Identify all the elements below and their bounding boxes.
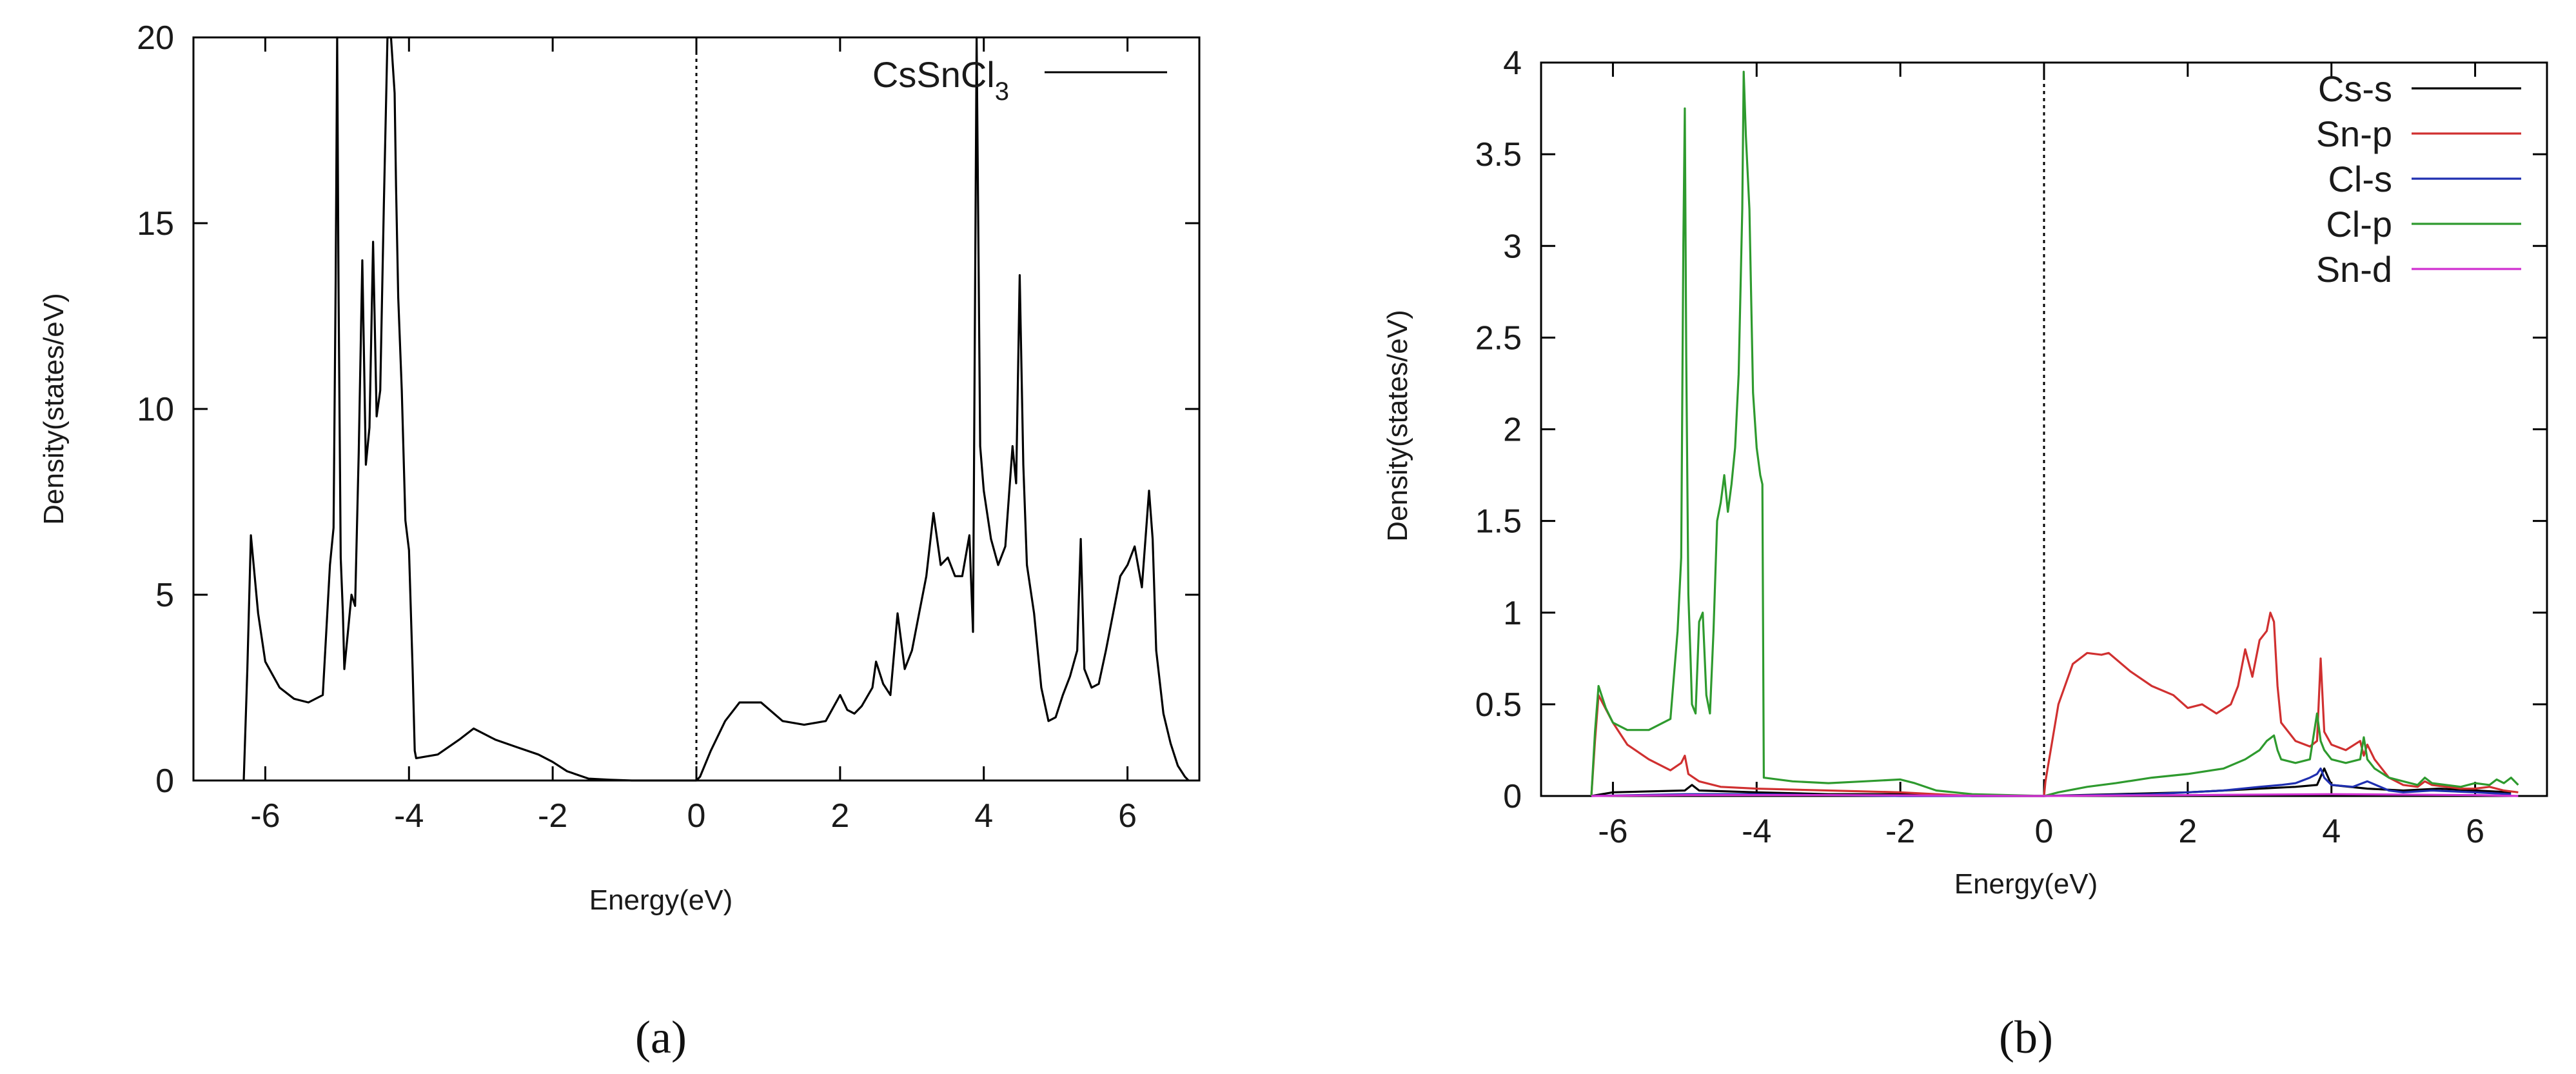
panel-a-x-tick-label: -6 [250, 797, 280, 835]
panel-b-x-tick-label: -6 [1598, 813, 1627, 850]
panel-a-x-axis-label: Energy(eV) [589, 884, 733, 916]
panel-b-y-tick-label: 1 [1503, 595, 1522, 632]
panel-b-legend-label-cl-p: Cl-p [2326, 204, 2392, 244]
panel-a-x-tick-label: 4 [974, 797, 993, 835]
panel-b-x-tick-label: 2 [2178, 813, 2197, 850]
panel-a-ticks [193, 36, 1199, 782]
panel-b-series-cs-s [1591, 767, 2512, 797]
panel-b-y-tick-label: 2 [1503, 412, 1522, 449]
panel-b-series-cl-p [1590, 70, 2519, 797]
panel-b-x-tick-label: -2 [1885, 813, 1915, 850]
panel-b-series [1590, 70, 2519, 797]
panel-a-legend: CsSnCl3 [872, 54, 1167, 106]
panel-b-legend-label-sn-d: Sn-d [2316, 249, 2392, 290]
panel-a-y-tick-label: 15 [137, 205, 174, 243]
panel-b-y-tick-label: 3 [1503, 228, 1522, 265]
panel-a-legend-subscript: 3 [995, 77, 1009, 106]
panel-b-caption: (b) [1999, 1011, 2053, 1063]
panel-b-y-tick-label: 2.5 [1475, 319, 1522, 357]
panel-a-legend-label: CsSnCl3 [872, 54, 1009, 106]
panel-a-x-tick-label: 2 [831, 797, 849, 835]
panel-a-tick-labels: -6 -4 -2 0 2 4 6 0 5 10 15 20 [137, 19, 1137, 835]
panel-b-x-tick-label: 4 [2322, 813, 2341, 850]
panel-b-y-tick-label: 4 [1503, 45, 1522, 82]
panel-b-x-tick-label: -4 [1742, 813, 1771, 850]
panel-a-legend-main: CsSnCl [872, 54, 995, 95]
panel-a-y-tick-label: 20 [137, 19, 174, 57]
panel-a-y-tick-label: 5 [155, 577, 174, 614]
panel-a-series [242, 36, 1190, 782]
panel-a-y-axis-label: Density(states/eV) [38, 293, 70, 524]
panel-b-legend-label-cs-s: Cs-s [2318, 68, 2392, 109]
panel-a-chart: -6 -4 -2 0 2 4 6 0 5 10 15 20 Energy(eV) Density(st… [38, 19, 1201, 1063]
panel-b-y-tick-label: 0 [1503, 778, 1522, 815]
panel-b-legend-label-cl-s: Cl-s [2328, 159, 2392, 199]
panel-b-series-sn-d [1591, 793, 2519, 797]
panel-a-series-cssncl3 [242, 36, 1190, 782]
panel-a-caption: (a) [635, 1011, 687, 1063]
panel-b-x-axis-label: Energy(eV) [1954, 868, 2098, 900]
panel-a-x-tick-label: 0 [687, 797, 706, 835]
panel-b-chart: -6 -4 -2 0 2 4 6 0 0.5 1 1.5 2 2.5 3 3.5 4 Energy(eV) D… [1382, 45, 2548, 1063]
panel-a-y-tick-label: 10 [137, 391, 174, 428]
panel-b-series-sn-p [1590, 612, 2519, 797]
panel-b-legend-label-sn-p: Sn-p [2316, 114, 2392, 154]
panel-b-y-tick-label: 1.5 [1475, 503, 1522, 541]
panel-a-x-tick-label: -2 [538, 797, 567, 835]
panel-a-x-tick-label: -4 [394, 797, 424, 835]
panel-a-x-tick-label: 6 [1118, 797, 1137, 835]
panel-b-legend: Cs-s Sn-p Cl-s Cl-p Sn-d [2316, 68, 2521, 290]
panel-b-tick-labels: -6 -4 -2 0 2 4 6 0 0.5 1 1.5 2 2.5 3 3.5 4 [1475, 45, 2484, 850]
panel-a-y-tick-label: 0 [155, 762, 174, 800]
panel-b-y-axis-label: Density(states/eV) [1382, 310, 1413, 541]
panel-b-x-tick-label: 6 [2466, 813, 2484, 850]
panel-b-y-tick-label: 0.5 [1475, 686, 1522, 724]
panel-b-x-tick-label: 0 [2035, 813, 2054, 850]
panel-b-y-tick-label: 3.5 [1475, 136, 1522, 174]
